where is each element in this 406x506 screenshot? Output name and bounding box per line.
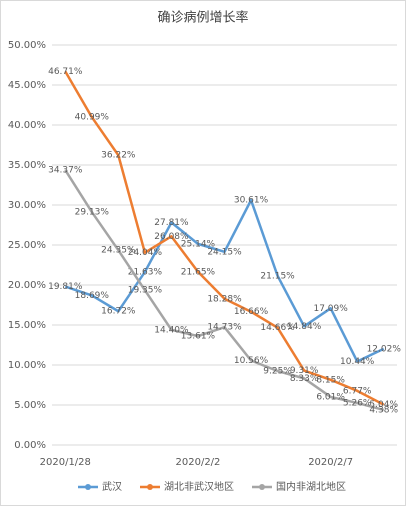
legend-label: 国内非湖北地区 — [276, 480, 346, 493]
y-tick-label: 35.00% — [8, 160, 46, 171]
data-label: 19.35% — [128, 286, 163, 296]
data-label: 8.33% — [290, 374, 319, 384]
data-label: 46.71% — [48, 67, 83, 77]
series-line — [64, 169, 385, 412]
data-label: 25.14% — [181, 239, 216, 249]
data-label: 9.31% — [290, 366, 319, 376]
data-label: 17.09% — [313, 304, 348, 314]
x-tick-label: 2020/1/28 — [40, 457, 91, 468]
chart-title: 确诊病例增长率 — [157, 10, 248, 26]
y-tick-label: 50.00% — [8, 40, 46, 51]
data-label: 19.81% — [48, 282, 83, 292]
data-label: 24.04% — [128, 248, 163, 258]
data-label: 4.38% — [369, 405, 398, 415]
data-label: 9.25% — [263, 367, 292, 377]
data-label: 14.40% — [154, 325, 189, 335]
legend-marker — [147, 484, 153, 490]
legend-marker — [259, 484, 265, 490]
y-tick-label: 25.00% — [8, 240, 46, 251]
data-label: 16.72% — [101, 307, 136, 317]
series-line — [64, 70, 385, 406]
y-tick-label: 30.00% — [8, 200, 46, 211]
data-label: 14.66% — [260, 323, 295, 333]
data-label: 10.56% — [234, 356, 269, 366]
data-label: 10.44% — [340, 357, 375, 367]
y-tick-label: 20.00% — [8, 280, 46, 291]
x-tick-label: 2020/2/2 — [176, 457, 221, 468]
data-label: 12.02% — [367, 344, 402, 354]
y-tick-label: 45.00% — [8, 80, 46, 91]
data-label: 6.01% — [316, 392, 345, 402]
y-tick-label: 40.00% — [8, 120, 46, 131]
series-line — [64, 198, 385, 363]
data-label: 8.15% — [316, 375, 345, 385]
data-label: 34.37% — [48, 166, 83, 176]
data-label: 5.04% — [369, 400, 398, 410]
legend-label: 湖北非武汉地区 — [164, 480, 234, 493]
y-tick-label: 5.00% — [14, 400, 46, 411]
data-label: 24.15% — [207, 247, 242, 257]
y-tick-label: 15.00% — [8, 320, 46, 331]
x-tick-label: 2020/2/7 — [308, 457, 353, 468]
data-label: 18.28% — [207, 294, 242, 304]
data-label: 16.66% — [234, 307, 269, 317]
data-label: 36.22% — [101, 151, 136, 161]
data-label: 6.77% — [343, 386, 372, 396]
data-label: 14.73% — [207, 323, 242, 333]
legend-marker — [85, 484, 91, 490]
data-label: 40.99% — [75, 113, 110, 123]
data-label: 21.63% — [128, 267, 163, 277]
legend-label: 武汉 — [102, 480, 122, 493]
data-label: 21.65% — [181, 267, 216, 277]
data-label: 24.35% — [101, 246, 136, 256]
data-label: 18.69% — [75, 291, 110, 301]
data-label: 13.61% — [181, 332, 216, 342]
data-label: 21.15% — [260, 271, 295, 281]
data-label: 5.26% — [343, 398, 372, 408]
data-label: 26.08% — [154, 232, 189, 242]
data-label: 29.13% — [75, 207, 110, 217]
data-label: 14.84% — [287, 322, 322, 332]
data-label: 30.61% — [234, 196, 269, 206]
data-label: 27.81% — [154, 218, 189, 228]
y-tick-label: 10.00% — [8, 360, 46, 371]
y-tick-label: 0.00% — [14, 440, 46, 451]
